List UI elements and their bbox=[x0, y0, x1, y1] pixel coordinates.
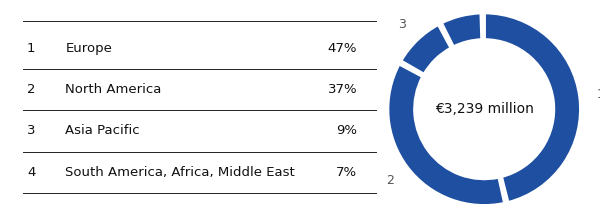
Wedge shape bbox=[441, 13, 482, 47]
Wedge shape bbox=[484, 13, 581, 203]
Text: 4: 4 bbox=[27, 166, 35, 179]
Text: North America: North America bbox=[65, 83, 161, 96]
Text: 47%: 47% bbox=[328, 42, 357, 55]
Text: €3,239 million: €3,239 million bbox=[435, 102, 533, 116]
Text: 4: 4 bbox=[452, 0, 460, 2]
Text: 2: 2 bbox=[386, 174, 394, 187]
Text: 9%: 9% bbox=[336, 125, 357, 138]
Text: 2: 2 bbox=[27, 83, 35, 96]
Text: 3: 3 bbox=[398, 18, 406, 31]
Text: 7%: 7% bbox=[336, 166, 357, 179]
Text: 1: 1 bbox=[27, 42, 35, 55]
Text: South America, Africa, Middle East: South America, Africa, Middle East bbox=[65, 166, 295, 179]
Text: Asia Pacific: Asia Pacific bbox=[65, 125, 140, 138]
Text: 37%: 37% bbox=[328, 83, 357, 96]
Wedge shape bbox=[388, 64, 505, 206]
Text: 1: 1 bbox=[597, 88, 600, 101]
Wedge shape bbox=[401, 24, 451, 75]
Text: Europe: Europe bbox=[65, 42, 112, 55]
Text: 3: 3 bbox=[27, 125, 35, 138]
